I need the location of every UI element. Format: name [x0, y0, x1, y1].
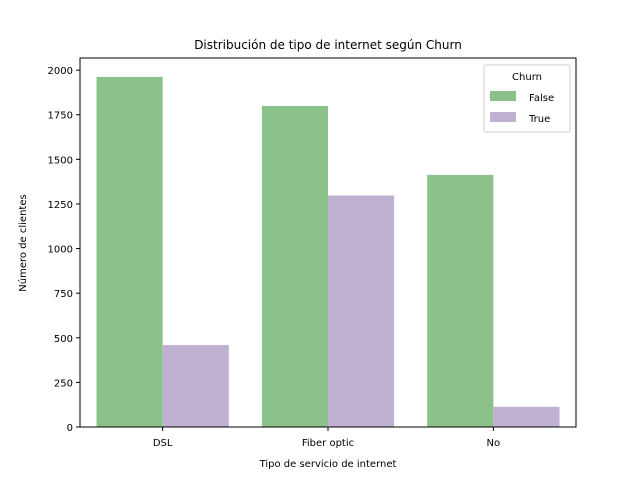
legend-swatch-true: [490, 112, 516, 122]
legend-label-true: True: [528, 114, 550, 125]
x-axis-ticks: DSL Fiber optic No: [153, 427, 500, 449]
y-tick-label: 250: [54, 378, 73, 389]
x-tick-label-dsl: DSL: [153, 438, 173, 449]
bar-no-false: [427, 174, 494, 427]
legend-swatch-false: [490, 91, 516, 101]
plot-frame: [79, 57, 577, 428]
y-tick-label: 750: [54, 289, 73, 300]
x-tick-label-fiber-optic: Fiber optic: [302, 438, 354, 449]
bar-dsl-false: [96, 76, 163, 427]
y-tick-label: 1750: [48, 111, 73, 122]
bar-no-true: [493, 406, 560, 427]
bar-fiber-optic-true: [328, 195, 395, 427]
legend: Churn False True: [483, 64, 571, 133]
y-tick-label: 500: [54, 334, 73, 345]
x-tick-label-no: No: [487, 438, 501, 449]
y-tick-label: 1500: [48, 155, 73, 166]
legend-label-false: False: [529, 93, 554, 104]
y-tick-label: 0: [67, 423, 73, 434]
x-axis-label: Tipo de servicio de internet: [259, 459, 397, 470]
bars-group: [96, 76, 560, 428]
bar-dsl-true: [162, 345, 229, 427]
y-tick-label: 1000: [48, 245, 73, 256]
y-tick-label: 1250: [48, 200, 73, 211]
y-axis-label: Número de clientes: [17, 194, 29, 291]
bar-fiber-optic-false: [261, 105, 328, 428]
y-axis-ticks: 0 250 500 750 1000 1250 1500 1750 2000: [48, 66, 80, 434]
legend-title: Churn: [512, 72, 542, 83]
chart-title: Distribución de tipo de internet según C…: [194, 38, 462, 52]
y-tick-label: 2000: [48, 66, 73, 77]
